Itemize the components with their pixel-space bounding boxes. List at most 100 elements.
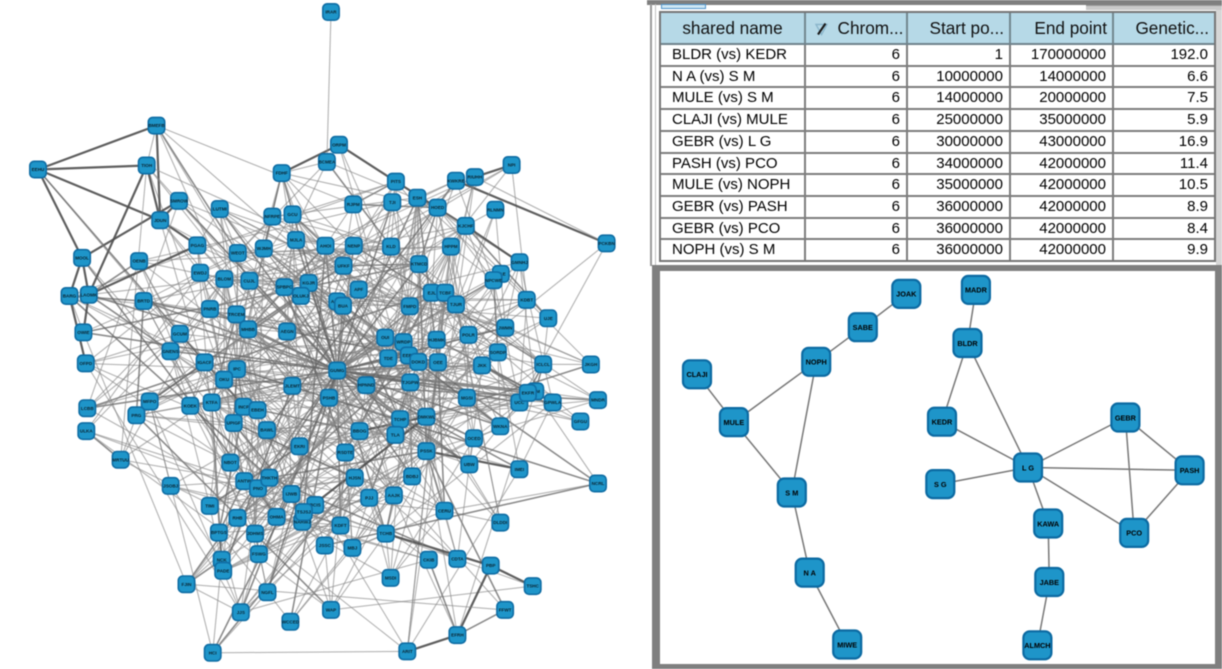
svg-text:AEGN: AEGN (280, 329, 294, 334)
svg-text:OCED: OCED (467, 436, 481, 441)
svg-text:MSDI: MSDI (385, 576, 396, 581)
svg-text:NPI: NPI (508, 163, 516, 168)
svg-text:LCBB: LCBB (81, 406, 94, 411)
svg-text:BLDR: BLDR (957, 339, 978, 348)
svg-text:S G: S G (934, 480, 947, 489)
svg-text:KAWA: KAWA (1037, 519, 1060, 528)
svg-text:PJJ: PJJ (365, 495, 374, 500)
svg-text:PSHB: PSHB (323, 395, 336, 400)
svg-text:ALMCH: ALMCH (1024, 641, 1050, 650)
svg-text:LAOMK: LAOMK (80, 292, 98, 297)
svg-text:JLEMT: JLEMT (285, 383, 300, 388)
svg-text:KWKRE: KWKRE (447, 178, 464, 183)
svg-text:NOPH: NOPH (806, 358, 827, 367)
svg-text:BPTGS: BPTGS (211, 530, 227, 535)
svg-text:EEHU: EEHU (32, 167, 45, 172)
svg-text:KDFT: KDFT (334, 523, 346, 528)
svg-text:JWMN: JWMN (498, 325, 513, 330)
svg-text:RLNMN: RLNMN (487, 207, 504, 212)
svg-text:JOAK: JOAK (896, 290, 917, 299)
svg-text:JKK: JKK (477, 363, 487, 368)
svg-text:IJWB: IJWB (286, 492, 298, 497)
svg-text:IMEI: IMEI (515, 467, 524, 472)
svg-text:ULKA: ULKA (80, 429, 93, 434)
svg-text:BCMEA: BCMEA (318, 160, 336, 165)
svg-text:TCHB: TCHB (379, 531, 392, 536)
svg-text:WAP: WAP (326, 608, 336, 613)
svg-text:HJSN: HJSN (349, 475, 362, 480)
svg-text:MADR: MADR (965, 286, 988, 295)
svg-text:NPCWE: NPCWE (485, 278, 502, 283)
svg-text:BRTD: BRTD (137, 299, 150, 304)
svg-text:WRDP: WRDP (396, 340, 410, 345)
svg-text:CDTA: CDTA (451, 557, 464, 562)
svg-text:HOED: HOED (431, 205, 445, 210)
svg-text:BMEFB: BMEFB (148, 123, 165, 128)
svg-text:POLR: POLR (462, 333, 475, 338)
svg-text:MIWE: MIWE (837, 640, 857, 649)
svg-text:HPNND: HPNND (358, 383, 375, 388)
svg-text:BCIS: BCIS (310, 503, 321, 508)
svg-text:TSHC: TSHC (526, 584, 539, 589)
svg-text:OEE: OEE (433, 360, 443, 365)
svg-text:GUMG: GUMG (330, 368, 345, 373)
svg-text:MFPO: MFPO (143, 399, 157, 404)
svg-text:HPPM: HPPM (444, 244, 457, 249)
svg-text:TJI: TJI (389, 200, 396, 205)
svg-text:FMPD: FMPD (403, 304, 417, 309)
svg-text:APF: APF (354, 287, 363, 292)
svg-text:SMROW: SMROW (170, 199, 189, 204)
svg-text:TIOH: TIOH (141, 163, 153, 168)
svg-text:TJUR: TJUR (450, 302, 463, 307)
svg-text:TLA: TLA (391, 433, 401, 438)
svg-text:RJPM: RJPM (347, 202, 360, 207)
svg-text:WEOT: WEOT (231, 251, 245, 256)
svg-text:PGAG: PGAG (191, 243, 205, 248)
svg-text:OHMA: OHMA (270, 515, 285, 520)
svg-text:PSSK: PSSK (420, 449, 433, 454)
svg-text:GCU: GCU (287, 212, 298, 217)
svg-text:UCC: UCC (514, 400, 525, 405)
svg-text:MBJ: MBJ (348, 546, 358, 551)
svg-text:KJCHF: KJCHF (458, 224, 474, 229)
svg-text:KLD: KLD (386, 244, 396, 249)
svg-text:AHOI: AHOI (320, 243, 331, 248)
svg-text:FFWT: FFWT (499, 608, 512, 613)
svg-text:TDE: TDE (384, 356, 393, 361)
svg-text:SORDP: SORDP (490, 350, 506, 355)
svg-text:MGSI: MGSI (461, 395, 473, 400)
svg-text:FJIN: FJIN (182, 582, 193, 587)
svg-text:NCK: NCK (217, 557, 228, 562)
svg-text:MJLA: MJLA (290, 238, 303, 243)
svg-text:WCCED: WCCED (282, 619, 300, 624)
svg-text:FDHF: FDHF (276, 171, 288, 176)
svg-text:OWIE: OWIE (77, 330, 89, 335)
svg-text:EJL: EJL (428, 290, 437, 295)
svg-text:IPC: IPC (233, 367, 241, 372)
svg-text:CERU: CERU (438, 508, 452, 513)
svg-text:SABE: SABE (853, 323, 873, 332)
svg-text:UFKF: UFKF (337, 263, 349, 268)
svg-text:PCO: PCO (1126, 529, 1142, 538)
svg-text:OMKWL: OMKWL (417, 414, 435, 419)
svg-text:JJS: JJS (237, 610, 245, 615)
svg-text:PRG: PRG (131, 413, 141, 418)
svg-text:ARIT: ARIT (402, 649, 413, 654)
svg-text:MULE: MULE (724, 418, 745, 427)
svg-text:DLDDI: DLDDI (493, 520, 507, 525)
svg-text:KGJR: KGJR (302, 281, 315, 286)
svg-text:TRCEM: TRCEM (228, 312, 245, 317)
svg-text:GEBR: GEBR (1115, 413, 1137, 422)
svg-text:ESH: ESH (413, 195, 423, 200)
svg-text:OFPD: OFPD (79, 361, 92, 366)
svg-text:EEBC: EEBC (403, 353, 416, 358)
svg-text:BUA: BUA (338, 303, 349, 308)
svg-text:BBOG: BBOG (353, 429, 367, 434)
svg-text:PCKBN: PCKBN (598, 241, 615, 246)
svg-text:KOEK: KOEK (184, 403, 198, 408)
svg-text:NCRL: NCRL (592, 481, 605, 486)
svg-text:BAWL: BAWL (260, 428, 274, 433)
svg-text:MRTUU: MRTUU (112, 457, 129, 462)
svg-text:UBW: UBW (464, 462, 476, 467)
svg-text:NENP: NENP (347, 243, 360, 248)
